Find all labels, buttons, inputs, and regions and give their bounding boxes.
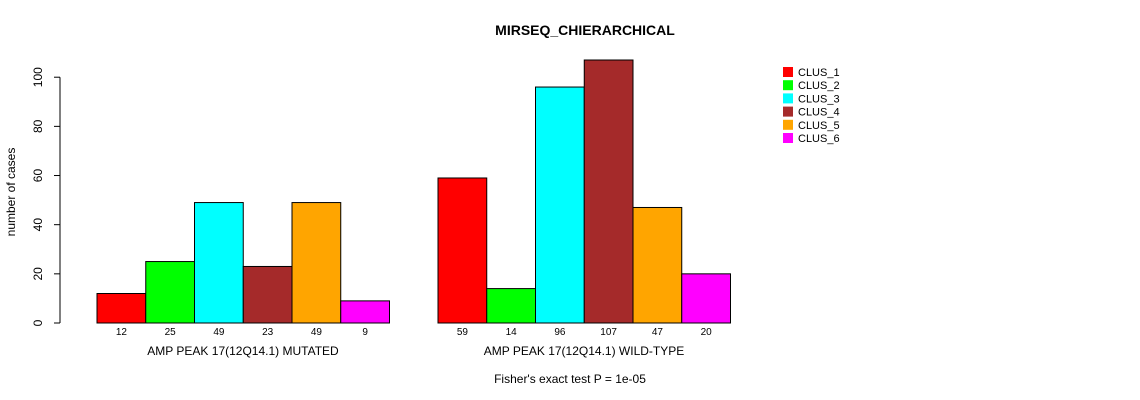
fisher-test-footnote: Fisher's exact test P = 1e-05 bbox=[494, 372, 646, 386]
legend-swatch-clus-4 bbox=[783, 106, 793, 117]
legend-label: CLUS_4 bbox=[798, 107, 840, 119]
bar-clus-4-group-1 bbox=[242, 265, 293, 324]
bar-count-label: 9 bbox=[362, 327, 368, 338]
y-tick-label: 80 bbox=[31, 119, 45, 133]
bar-count-label: 59 bbox=[457, 327, 469, 338]
y-tick-label: 60 bbox=[31, 169, 45, 183]
bar-clus-2-group-1 bbox=[145, 261, 195, 324]
bar-clus-3-group-1 bbox=[194, 202, 244, 324]
bar-clus-3-group-2 bbox=[535, 86, 585, 324]
bar-count-label: 47 bbox=[652, 327, 664, 338]
legend-swatch-clus-1 bbox=[783, 67, 793, 77]
bar-clus-1-group-2 bbox=[437, 177, 488, 324]
chart-title: MIRSEQ_CHIERARCHICAL bbox=[495, 22, 675, 38]
bar-count-label: 12 bbox=[116, 327, 128, 338]
y-tick-label: 20 bbox=[31, 267, 45, 281]
bar-clus-1-group-1 bbox=[96, 293, 147, 324]
legend-label: CLUS_3 bbox=[798, 93, 840, 105]
bars bbox=[96, 59, 731, 324]
y-tick-label: 100 bbox=[31, 67, 45, 87]
bar-count-label: 49 bbox=[213, 327, 225, 338]
y-tick-label: 0 bbox=[31, 319, 45, 326]
bar-count-label: 14 bbox=[506, 327, 518, 338]
y-axis: 0 20 40 60 80 100 bbox=[31, 67, 61, 326]
legend-label: CLUS_6 bbox=[798, 133, 840, 145]
bar-clus-6-group-2 bbox=[681, 273, 731, 324]
bar-clus-4-group-2 bbox=[583, 59, 634, 324]
bar-count-label: 20 bbox=[701, 327, 713, 338]
group-label-mutated: AMP PEAK 17(12Q14.1) MUTATED bbox=[147, 344, 339, 358]
legend-label: CLUS_1 bbox=[798, 67, 840, 79]
count-labels: 12 25 49 23 49 9 59 14 96 107 47 20 bbox=[116, 327, 712, 338]
legend-swatch-clus-5 bbox=[783, 119, 793, 130]
bar-count-label: 25 bbox=[165, 327, 177, 338]
bar-count-label: 49 bbox=[311, 327, 323, 338]
group-label-wild-type: AMP PEAK 17(12Q14.1) WILD-TYPE bbox=[484, 344, 685, 358]
bar-count-label: 23 bbox=[262, 327, 274, 338]
bar-clus-5-group-1 bbox=[291, 202, 342, 324]
y-axis-label: number of cases bbox=[4, 148, 18, 237]
legend-swatch-clus-6 bbox=[783, 133, 793, 143]
bar-count-label: 107 bbox=[600, 327, 617, 338]
legend-swatch-clus-3 bbox=[783, 93, 793, 104]
y-tick-label: 40 bbox=[31, 218, 45, 232]
legend-label: CLUS_5 bbox=[798, 120, 840, 132]
bar-count-label: 96 bbox=[554, 327, 566, 338]
legend-label: CLUS_2 bbox=[798, 80, 840, 92]
bar-clus-2-group-2 bbox=[486, 288, 536, 324]
bar-clus-6-group-1 bbox=[340, 300, 390, 324]
legend-swatch-clus-2 bbox=[783, 80, 793, 91]
bar-clus-5-group-2 bbox=[632, 206, 683, 324]
